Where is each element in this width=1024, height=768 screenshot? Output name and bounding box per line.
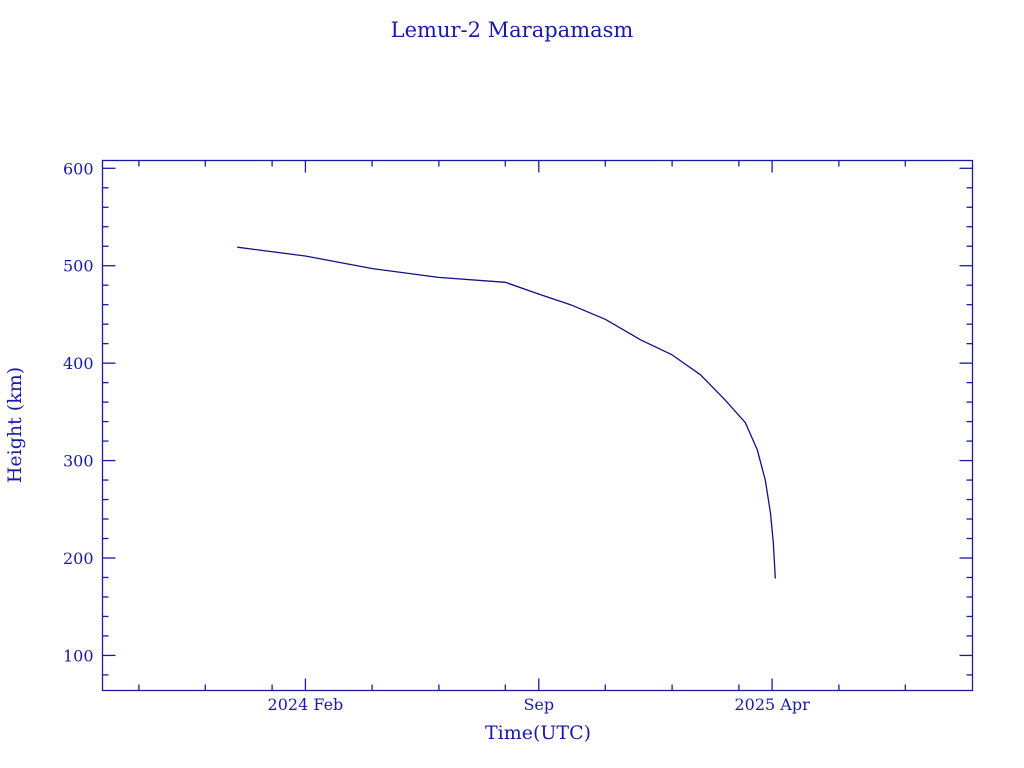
x-tick-label: 2025 Apr [734, 695, 810, 714]
y-tick-label: 300 [63, 452, 94, 471]
y-tick-label: 100 [63, 646, 94, 665]
height-series-line [237, 246, 776, 579]
chart-title: Lemur-2 Marapamasm [391, 18, 634, 42]
y-tick-label: 400 [63, 354, 94, 373]
y-axis-label: Height (km) [4, 367, 26, 483]
y-tick-label: 600 [63, 159, 94, 178]
y-tick-label: 200 [63, 549, 94, 568]
plot-frame [101, 159, 974, 692]
x-tick-label: Sep [523, 695, 554, 714]
x-tick-label: 2024 Feb [268, 695, 344, 714]
y-tick-label: 500 [63, 257, 94, 276]
x-axis-label: Time(UTC) [485, 722, 591, 744]
